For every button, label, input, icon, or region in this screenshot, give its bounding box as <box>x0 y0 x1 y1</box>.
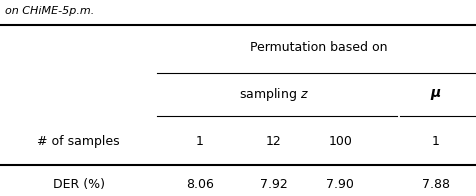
Text: $\boldsymbol{\mu}$: $\boldsymbol{\mu}$ <box>430 87 441 102</box>
Text: 8.06: 8.06 <box>186 178 214 191</box>
Text: 1: 1 <box>196 135 204 148</box>
Text: 7.92: 7.92 <box>260 178 288 191</box>
Text: on CHiME-5p.m.: on CHiME-5p.m. <box>5 6 94 16</box>
Text: 7.90: 7.90 <box>327 178 354 191</box>
Text: DER (%): DER (%) <box>52 178 105 191</box>
Text: sampling $z$: sampling $z$ <box>239 86 308 103</box>
Text: 1: 1 <box>432 135 439 148</box>
Text: # of samples: # of samples <box>37 135 120 148</box>
Text: Permutation based on: Permutation based on <box>250 41 387 54</box>
Text: 12: 12 <box>266 135 282 148</box>
Text: 7.88: 7.88 <box>422 178 449 191</box>
Text: 100: 100 <box>328 135 352 148</box>
